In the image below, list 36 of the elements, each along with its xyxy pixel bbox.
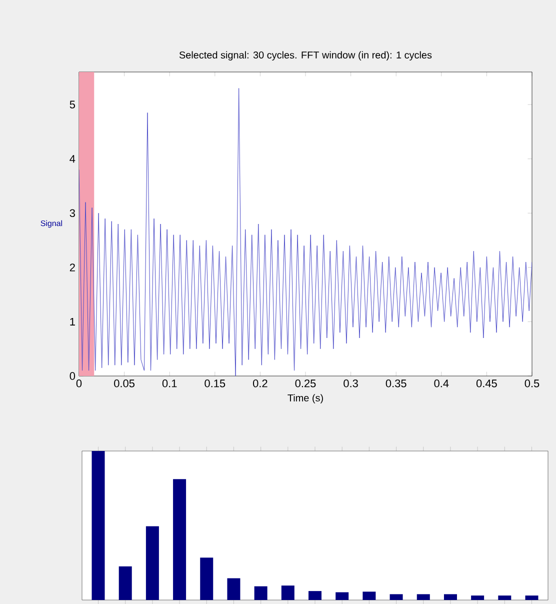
chart-title: Selected signal: 30 cycles. FFT window (in red): 1 cycles [179, 51, 432, 60]
bar [336, 592, 349, 600]
bar [92, 451, 105, 600]
bar [416, 594, 430, 600]
bar [200, 558, 214, 600]
y-tick-label: 1 [70, 318, 75, 326]
bar [362, 592, 376, 600]
bar [390, 594, 403, 600]
y-tick-label: 2 [70, 264, 75, 272]
x-tick-label: 0.2 [253, 380, 268, 388]
x-tick-label: 0.35 [386, 380, 406, 388]
x-tick-label: 0.5 [524, 380, 540, 388]
bar [308, 591, 322, 600]
bar [227, 578, 240, 600]
x-tick-label: 0.15 [204, 380, 226, 388]
x-tick-label: 0.1 [162, 380, 177, 388]
y-tick-label: 3 [70, 209, 75, 218]
bar [498, 596, 512, 600]
x-tick-label: 0.4 [434, 380, 449, 388]
bar [146, 526, 159, 600]
y-tick-label: 0 [70, 372, 76, 380]
bar [173, 479, 186, 600]
bar [471, 596, 484, 600]
x-tick-label: 0 [76, 380, 82, 388]
y-tick-label: 5 [70, 100, 76, 108]
bar [525, 596, 538, 600]
x-axis-title: Time (s) [288, 394, 323, 404]
y-tick-label: 4 [70, 155, 76, 163]
x-tick-label: 0.05 [114, 380, 134, 388]
bar [444, 594, 457, 600]
bar [254, 586, 268, 600]
bar [118, 566, 132, 600]
bar [281, 586, 294, 600]
x-tick-label: 0.25 [295, 380, 316, 388]
x-tick-label: 0.45 [476, 380, 497, 388]
x-tick-label: 0.3 [344, 380, 358, 388]
